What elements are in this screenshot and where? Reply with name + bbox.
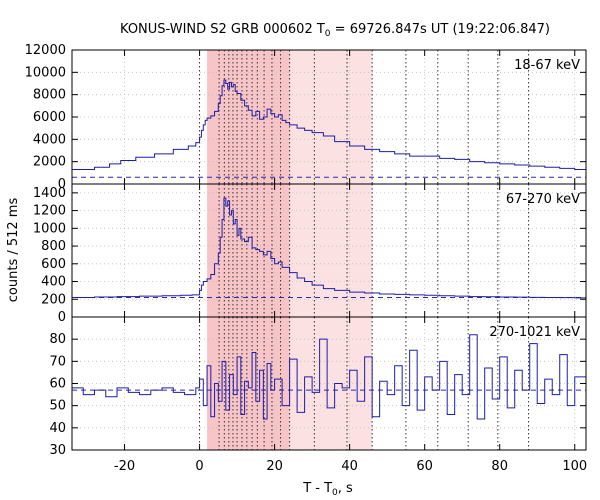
x-tick-label: 0 [195,459,203,474]
shaded-interval [289,50,373,184]
y-tick-label: 50 [49,399,66,414]
y-tick-label: 12000 [25,43,66,58]
y-tick-label: 6000 [33,110,66,125]
y-tick-label: 200 [41,292,66,307]
light-curve-series [72,79,587,171]
x-axis-label-main: T - T [302,481,332,496]
x-tick-label: 40 [341,459,358,474]
y-tick-label: 800 [41,239,66,254]
chart-title-rest: = 69726.847s UT (19:22:06.847) [331,22,550,37]
shaded-interval [289,184,373,317]
y-tick-label: 10000 [25,65,66,80]
y-tick-label: 4000 [33,132,66,147]
x-tick-label: 20 [266,459,283,474]
panel-1: 0 2000 4000 6000 8000 10000 12000 18-67 keV [25,43,587,192]
y-tick-label: 8000 [33,88,66,103]
y-axis-label: counts / 512 ms [6,198,21,303]
panel-3: 30 40 50 60 70 80 270-1021 keV [49,316,587,458]
y-tick-label: 70 [49,354,66,369]
y-tick-label: 1200 [33,204,66,219]
x-tick-label: 100 [562,459,587,474]
panel-frame [71,316,587,451]
energy-band-label: 18-67 keV [514,58,580,73]
y-tick-label: 80 [49,332,66,347]
y-tick-label: 0 [58,310,66,325]
y-tick-label: 0 [58,177,66,192]
y-tick-label: 400 [41,275,66,290]
light-curve-series [72,334,587,420]
y-tick-label: 1000 [33,221,66,236]
x-tick-label: 60 [416,459,433,474]
chart-title-subscript: 0 [325,29,331,39]
energy-band-label: 67-270 keV [506,192,580,207]
x-tick-label: 80 [491,459,508,474]
x-axis-label-subscript: 0 [332,488,338,498]
x-tick-label: -20 [114,459,135,474]
light-curve-series [72,197,587,299]
energy-band-label: 270-1021 keV [489,325,580,340]
chart-title: KONUS-WIND S2 GRB 000602 T0 = 69726.847s… [120,22,550,39]
shaded-interval [207,184,290,317]
chart-title-main: KONUS-WIND S2 GRB 000602 T [120,22,325,37]
y-tick-label: 1400 [33,186,66,201]
x-axis-label: T - T0, s [302,481,353,498]
x-axis-label-unit: , s [338,481,353,496]
shaded-interval [289,317,373,450]
y-tick-label: 60 [49,377,66,392]
y-tick-label: 600 [41,257,66,272]
y-tick-label: 40 [49,421,66,436]
y-tick-label: 2000 [33,155,66,170]
panel-2: 0 200 400 600 800 1000 1200 1400 67-270 keV [33,183,587,325]
y-tick-label: 30 [49,443,66,458]
